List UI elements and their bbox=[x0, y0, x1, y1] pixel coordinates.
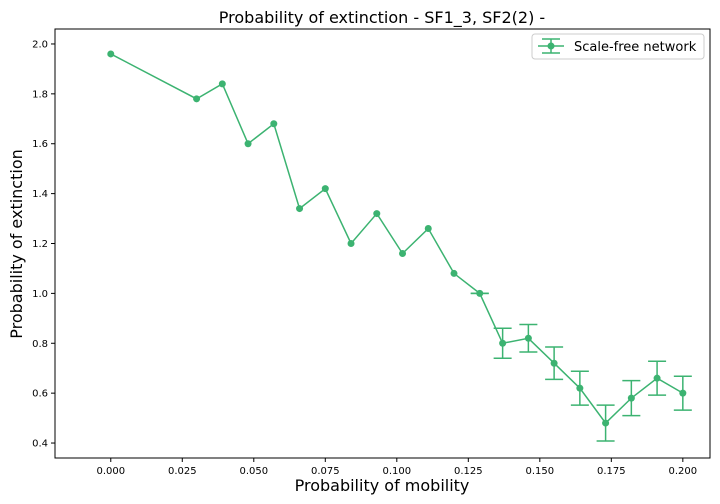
legend: Scale-free network bbox=[531, 33, 705, 60]
y-tick-label: 0.8 bbox=[32, 339, 48, 350]
x-tick-label: 0.000 bbox=[96, 466, 125, 477]
x-tick-label: 0.100 bbox=[382, 466, 411, 477]
x-tick-label: 0.150 bbox=[525, 466, 554, 477]
legend-dot bbox=[547, 42, 555, 50]
x-tick-label: 0.125 bbox=[454, 466, 483, 477]
data-point bbox=[499, 339, 507, 347]
y-tick-label: 0.4 bbox=[32, 439, 48, 450]
data-point bbox=[627, 394, 635, 402]
data-point bbox=[296, 205, 304, 213]
plot-area: 0.000 0.025 0.050 0.075 0.100 0.125 0.150 0.175… bbox=[32, 28, 711, 477]
y-axis-label: Probability of extinction bbox=[7, 149, 26, 339]
x-tick-label: 0.175 bbox=[597, 466, 626, 477]
data-point bbox=[193, 95, 201, 103]
data-point bbox=[550, 359, 558, 367]
data-point bbox=[107, 50, 115, 58]
series-line bbox=[110, 53, 684, 425]
x-tick-label: 0.200 bbox=[669, 466, 698, 477]
legend-series-label: Scale-free network bbox=[574, 40, 697, 55]
legend-series-marker bbox=[538, 38, 564, 54]
y-tick-label: 1.4 bbox=[32, 189, 48, 200]
data-point bbox=[373, 210, 381, 218]
chart-title: Probability of extinction - SF1_3, SF2(2… bbox=[219, 8, 545, 28]
y-tick-label: 0.6 bbox=[32, 389, 48, 400]
data-point bbox=[424, 225, 432, 233]
x-tick-label: 0.075 bbox=[311, 466, 340, 477]
data-point bbox=[399, 249, 407, 257]
data-point bbox=[450, 269, 458, 277]
data-point bbox=[476, 289, 484, 297]
x-tick-label: 0.025 bbox=[168, 466, 197, 477]
data-point bbox=[576, 384, 584, 392]
y-tick-label: 1.6 bbox=[32, 139, 48, 150]
data-point bbox=[218, 80, 226, 88]
x-axis-label: Probability of mobility bbox=[295, 476, 470, 495]
data-point bbox=[679, 389, 687, 397]
data-point bbox=[602, 419, 610, 427]
y-tick-label: 1.0 bbox=[32, 289, 48, 300]
y-tick-label: 2.0 bbox=[32, 39, 48, 50]
data-point bbox=[347, 240, 355, 247]
y-tick-label: 1.8 bbox=[32, 89, 48, 100]
y-tick-label: 1.2 bbox=[32, 239, 48, 250]
data-point bbox=[244, 140, 252, 148]
data-point bbox=[321, 185, 329, 193]
data-point bbox=[653, 374, 661, 382]
legend-frame bbox=[531, 33, 705, 60]
x-tick-label: 0.050 bbox=[239, 466, 268, 477]
data-point bbox=[524, 334, 532, 342]
data-point bbox=[270, 120, 278, 128]
axes-frame bbox=[54, 28, 711, 459]
